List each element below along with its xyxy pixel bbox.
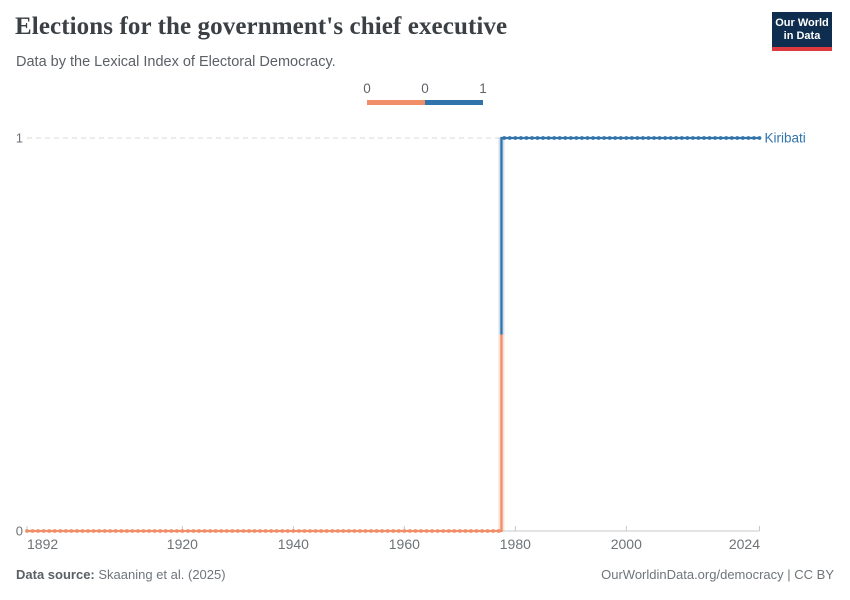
chart-subtitle: Data by the Lexical Index of Electoral D… bbox=[16, 54, 336, 70]
svg-text:1: 1 bbox=[16, 131, 23, 146]
owid-logo-line1: Our World bbox=[775, 17, 829, 29]
owid-logo-line2: in Data bbox=[783, 30, 821, 42]
svg-text:1980: 1980 bbox=[500, 536, 531, 552]
legend-label-max: 1 bbox=[479, 81, 487, 96]
page-title: Elections for the government's chief exe… bbox=[15, 13, 508, 40]
svg-text:2000: 2000 bbox=[611, 536, 642, 552]
svg-text:1940: 1940 bbox=[278, 536, 309, 552]
svg-text:1920: 1920 bbox=[167, 536, 198, 552]
legend-label-min: 0 bbox=[363, 81, 371, 96]
legend-color-bar bbox=[367, 100, 483, 105]
footer-source-label: Data source: bbox=[16, 567, 95, 582]
svg-text:2024: 2024 bbox=[729, 536, 760, 552]
legend-segment-orange[interactable] bbox=[367, 100, 425, 105]
footer-source-value: Skaaning et al. (2025) bbox=[98, 567, 226, 582]
entity-label-kiribati[interactable]: Kiribati bbox=[765, 131, 806, 146]
svg-text:0: 0 bbox=[16, 524, 23, 539]
legend-segment-blue[interactable] bbox=[425, 100, 483, 105]
legend-label-mid: 0 bbox=[421, 81, 429, 96]
footer-credit-link[interactable]: OurWorldinData.org/democracy | CC BY bbox=[601, 567, 834, 582]
svg-text:1960: 1960 bbox=[389, 536, 420, 552]
owid-logo[interactable]: Our World in Data bbox=[772, 12, 832, 51]
svg-text:1892: 1892 bbox=[27, 536, 58, 552]
footer-source: Data source: Skaaning et al. (2025) bbox=[16, 567, 226, 582]
